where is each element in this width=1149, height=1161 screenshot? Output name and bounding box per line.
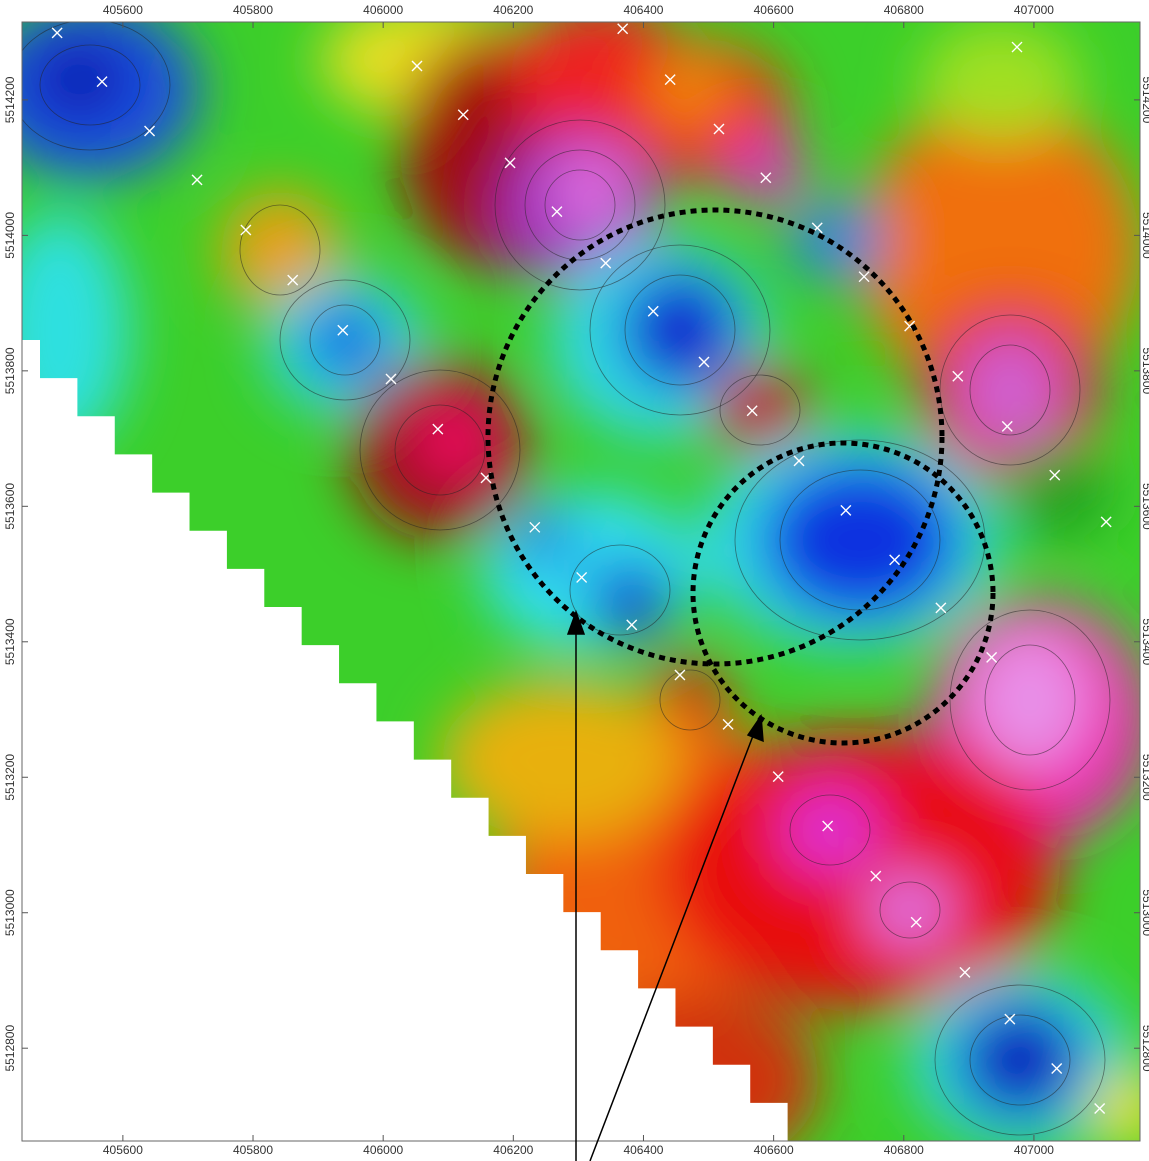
x-tick-label: 405800 <box>233 1143 273 1157</box>
x-tick-label: 407000 <box>1014 3 1054 17</box>
y-tick-label: 5514200 <box>1140 77 1149 124</box>
y-tick-label: 5514000 <box>1140 212 1149 259</box>
y-tick-label: 5513000 <box>1140 889 1149 936</box>
x-tick-label: 405600 <box>103 1143 143 1157</box>
y-tick-label: 5513400 <box>1140 618 1149 665</box>
x-tick-label: 406200 <box>493 1143 533 1157</box>
y-tick-label: 5512800 <box>1140 1025 1149 1072</box>
x-tick-label: 406200 <box>493 3 533 17</box>
y-tick-label: 5513400 <box>3 618 17 665</box>
y-tick-label: 5513200 <box>3 754 17 801</box>
x-tick-label: 406600 <box>754 3 794 17</box>
map-figure: 405600 405600 405800 405800 406000 406000 4062… <box>0 0 1149 1161</box>
contour-surface <box>0 0 1149 1161</box>
x-tick-label: 406400 <box>623 1143 663 1157</box>
x-tick-label: 406800 <box>884 1143 924 1157</box>
y-tick-label: 5514200 <box>3 76 17 123</box>
x-tick-label: 406400 <box>623 3 663 17</box>
x-tick-label: 407000 <box>1014 1143 1054 1157</box>
x-tick-label: 406000 <box>363 3 403 17</box>
x-tick-label: 406000 <box>363 1143 403 1157</box>
y-tick-label: 5513800 <box>3 347 17 394</box>
y-tick-label: 5513000 <box>3 889 17 936</box>
y-tick-label: 5512800 <box>3 1025 17 1072</box>
x-tick-label: 406600 <box>754 1143 794 1157</box>
x-tick-label: 405600 <box>103 3 143 17</box>
y-tick-label: 5513600 <box>3 483 17 530</box>
x-tick-label: 405800 <box>233 3 273 17</box>
y-tick-label: 5514000 <box>3 212 17 259</box>
y-tick-label: 5513600 <box>1140 483 1149 530</box>
y-tick-label: 5513800 <box>1140 347 1149 394</box>
y-tick-label: 5513200 <box>1140 754 1149 801</box>
x-tick-label: 406800 <box>884 3 924 17</box>
